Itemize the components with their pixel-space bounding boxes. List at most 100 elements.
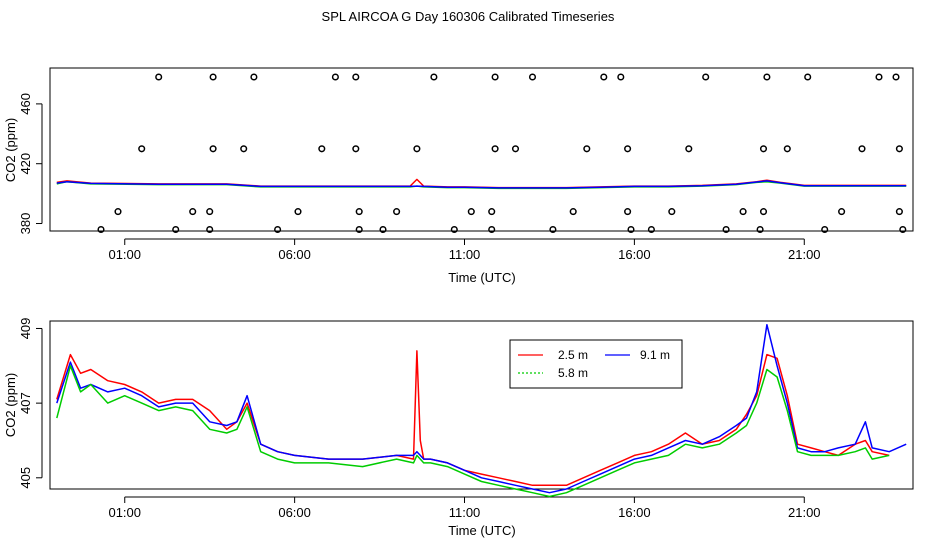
- top-scatter-point-26: [488, 208, 496, 216]
- top-scatter-point-35: [600, 73, 608, 81]
- bottom-x-tick-label-11-00: 11:00: [449, 505, 481, 520]
- top-scatter-point-32: [549, 225, 557, 234]
- top-x-axis-label: Time (UTC): [448, 270, 515, 285]
- bottom-series-line-5-8-m: [56, 365, 890, 498]
- top-scatter-point-5: [189, 208, 197, 216]
- bottom-series-line-9-1-m: [56, 323, 907, 494]
- top-scatter-point-20: [379, 225, 387, 234]
- top-series-lines: [56, 178, 907, 190]
- top-scatter-point-4: [172, 225, 180, 234]
- top-scatter-point-27: [488, 225, 496, 234]
- top-x-tick-label-01-00: 01:00: [108, 247, 141, 262]
- top-scatter-point-45: [739, 208, 747, 216]
- top-scatter-point-22: [413, 145, 421, 153]
- top-scatter-point-30: [511, 145, 520, 153]
- top-scatter-point-15: [331, 73, 339, 81]
- top-scatter-point-25: [467, 208, 475, 216]
- top-x-tick-label-16-00: 16:00: [618, 247, 651, 262]
- top-scatter-point-16: [352, 73, 360, 81]
- top-scatter-point-24: [450, 225, 458, 234]
- top-scatter-point-50: [783, 145, 791, 153]
- top-plot-frame: [49, 67, 914, 232]
- top-scatter-point-7: [206, 225, 214, 234]
- top-scatter-point-44: [722, 225, 730, 234]
- top-scatter-point-43: [702, 73, 710, 81]
- top-scatter-point-41: [668, 208, 676, 216]
- bottom-axes: 01:00 06:00 11:00 16:00 21:00 405 407 409: [18, 318, 821, 520]
- top-scatter-point-18: [355, 208, 363, 216]
- bottom-panel: 01:00 06:00 11:00 16:00 21:00 405 407 409 2.5 m…: [3, 318, 914, 538]
- top-scatter-point-31: [528, 73, 537, 81]
- bottom-x-axis-label: Time (UTC): [448, 523, 515, 538]
- bottom-y-tick-label-409: 409: [18, 318, 33, 340]
- top-scatter-point-42: [685, 145, 693, 153]
- bottom-x-tick-label-01-00: 01:00: [108, 505, 141, 520]
- top-series-line-9-1-m: [56, 180, 907, 189]
- bottom-y-axis-label: CO2 (ppm): [3, 373, 18, 437]
- top-panel: 01:00 06:00 11:00 16:00 21:00 380 420 460 Time …: [3, 67, 914, 285]
- top-y-axis-label: CO2 (ppm): [3, 118, 18, 182]
- top-scatter-point-11: [250, 73, 258, 81]
- bottom-series-line-2-5-m: [56, 350, 890, 487]
- legend-label-9-1m: 9.1 m: [640, 348, 670, 362]
- top-scatter-point-9: [209, 73, 217, 81]
- top-x-tick-label-21-00: 21:00: [788, 247, 821, 262]
- bottom-x-tick-label-16-00: 16:00: [618, 505, 651, 520]
- top-scatter-point-47: [759, 208, 768, 216]
- top-scatter-point-36: [617, 73, 625, 81]
- top-y-tick-label-380: 380: [18, 213, 33, 235]
- top-scatter-point-53: [838, 208, 846, 216]
- legend: 2.5 m 9.1 m 5.8 m: [509, 339, 683, 389]
- top-scatter-point-56: [892, 73, 900, 81]
- top-scatter-point-55: [875, 73, 883, 81]
- top-scatter-point-19: [355, 225, 363, 234]
- top-scatter-point-12: [274, 225, 282, 234]
- legend-box: [509, 339, 683, 389]
- top-scatter-point-21: [393, 208, 401, 216]
- top-scatter-point-10: [240, 145, 248, 153]
- top-scatter-point-46: [756, 225, 764, 234]
- top-scatter-point-3: [155, 73, 163, 81]
- top-scatter-point-40: [647, 225, 655, 234]
- top-scatter-point-49: [763, 73, 771, 81]
- bottom-y-tick-label-405: 405: [18, 467, 33, 489]
- legend-label-5-8m: 5.8 m: [558, 366, 588, 380]
- top-y-tick-label-460: 460: [18, 93, 33, 115]
- figure-title: SPL AIRCOA G Day 160306 Calibrated Times…: [322, 9, 615, 24]
- top-scatter-point-14: [318, 145, 326, 153]
- top-scatter-point-52: [821, 225, 829, 234]
- top-scatter-point-54: [858, 145, 866, 153]
- top-scatter-point-6: [206, 208, 214, 216]
- top-scatter-point-29: [491, 73, 499, 81]
- top-scatter-point-39: [627, 225, 635, 234]
- bottom-y-tick-label-407: 407: [18, 392, 33, 414]
- top-scatter-point-51: [804, 73, 812, 81]
- top-scatter-point-28: [491, 145, 499, 153]
- top-scatter-point-2: [138, 145, 146, 153]
- top-scatter-point-23: [430, 73, 438, 81]
- top-axes: 01:00 06:00 11:00 16:00 21:00 380 420 460: [18, 93, 821, 262]
- top-scatter-point-37: [624, 145, 632, 153]
- bottom-x-tick-label-21-00: 21:00: [788, 505, 821, 520]
- top-scatter-point-8: [209, 145, 217, 153]
- top-scatter-point-17: [352, 145, 360, 153]
- bottom-series-lines: [56, 323, 907, 498]
- top-scatter-point-1: [114, 208, 122, 216]
- bottom-plot-frame: [49, 320, 914, 490]
- top-scatter-point-38: [624, 208, 632, 216]
- top-scatter-point-48: [759, 145, 768, 153]
- legend-label-2-5m: 2.5 m: [558, 348, 588, 362]
- top-scatter-point-57: [895, 145, 903, 153]
- top-y-tick-label-420: 420: [18, 153, 33, 175]
- top-scatter-point-33: [569, 208, 577, 216]
- top-x-tick-label-06-00: 06:00: [278, 247, 311, 262]
- top-scatter-point-0: [97, 225, 105, 234]
- top-scatter-point-34: [583, 145, 591, 153]
- top-scatter-points: [97, 73, 907, 234]
- top-scatter-point-13: [294, 208, 302, 216]
- bottom-x-tick-label-06-00: 06:00: [278, 505, 311, 520]
- top-scatter-point-59: [899, 225, 907, 234]
- top-x-tick-label-11-00: 11:00: [449, 247, 481, 262]
- top-scatter-point-58: [895, 208, 903, 216]
